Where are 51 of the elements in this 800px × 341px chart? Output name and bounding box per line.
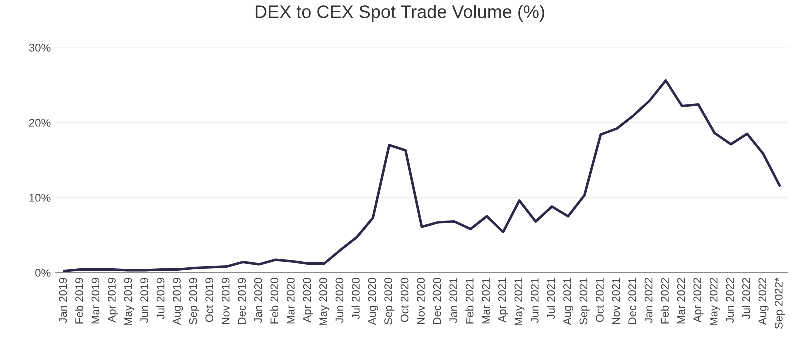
x-tick-label: Jan 2021: [450, 278, 458, 324]
x-tick-label: Jul 2021: [546, 278, 556, 320]
y-tick-label: 0%: [36, 269, 51, 277]
x-tick-label: May 2019: [124, 278, 134, 326]
chart-title: DEX to CEX Spot Trade Volume (%): [256, 5, 544, 22]
x-tick-label: Aug 2022: [758, 278, 769, 326]
x-tick-label: Jan 2020: [254, 278, 262, 324]
x-tick-label: Mar 2019: [92, 278, 100, 324]
x-tick-label: Jun 2022: [726, 278, 734, 324]
x-tick-label: Jul 2019: [156, 278, 165, 320]
x-tick-label: Mar 2022: [677, 278, 686, 324]
x-tick-label: Oct 2019: [206, 278, 214, 322]
x-tick-label: Apr 2022: [694, 278, 704, 323]
x-tick-label: Feb 2021: [466, 278, 474, 324]
x-tick-label: Aug 2020: [368, 278, 378, 326]
x-tick-label: May 2022: [710, 278, 720, 326]
x-tick-label: Jul 2022: [742, 278, 750, 320]
y-tick-label: 10%: [30, 194, 51, 202]
x-tick-label: Sep 2020: [384, 278, 395, 325]
x-tick-label: Aug 2019: [173, 278, 184, 326]
x-tick-label: Nov 2020: [417, 278, 425, 324]
x-tick-label: Oct 2020: [400, 278, 409, 322]
x-tick-label: Feb 2020: [270, 278, 279, 324]
x-tick-label: May 2020: [320, 278, 330, 326]
x-tick-label: Dec 2019: [238, 278, 246, 324]
x-tick-label: Jun 2021: [530, 278, 539, 324]
x-tick-label: Feb 2019: [75, 278, 84, 324]
x-tick-label: Apr 2020: [303, 278, 314, 323]
x-tick-label: Dec 2021: [628, 278, 636, 324]
x-tick-label: Jan 2019: [59, 278, 68, 324]
x-tick-label: Sep 2022*: [774, 278, 786, 330]
x-tick-label: Jun 2019: [140, 278, 148, 324]
x-tick-label: Feb 2022: [660, 278, 669, 324]
x-tick-label: Sep 2021: [580, 278, 590, 325]
x-tick-label: Nov 2019: [222, 278, 230, 324]
x-tick-label: Jun 2020: [336, 278, 344, 324]
x-tick-label: Jul 2020: [352, 278, 360, 320]
x-tick-label: Dec 2020: [433, 278, 442, 324]
x-tick-label: Sep 2019: [189, 278, 200, 325]
y-tick-label: 20%: [29, 119, 51, 127]
x-tick-label: Oct 2021: [596, 278, 604, 322]
x-tick-label: May 2021: [514, 278, 525, 326]
x-tick-label: Apr 2019: [108, 278, 118, 323]
x-tick-label: Nov 2021: [612, 278, 620, 324]
x-tick-label: Aug 2021: [564, 278, 574, 326]
y-tick-label: 30%: [29, 44, 51, 52]
x-tick-label: Mar 2021: [482, 278, 490, 324]
x-tick-label: Apr 2021: [498, 278, 509, 323]
x-tick-label: Mar 2020: [286, 278, 295, 324]
x-tick-label: Jan 2022: [644, 278, 653, 324]
line-series: [62, 80, 782, 273]
